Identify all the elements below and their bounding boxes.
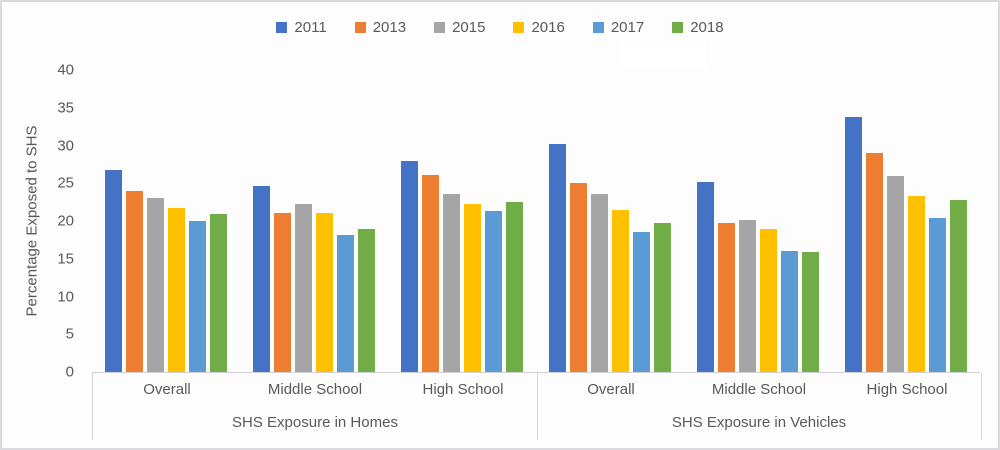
panel: [536, 70, 980, 372]
legend-item-2017: 2017: [592, 19, 645, 36]
bar-2018: [210, 214, 227, 372]
bar-2016: [464, 204, 481, 372]
legend-label: 2016: [531, 19, 565, 36]
bar-2011: [845, 116, 862, 372]
bar-2011: [549, 144, 566, 372]
category-cell: [684, 70, 832, 372]
legend-item-2011: 2011: [276, 19, 327, 36]
bar-2015: [739, 219, 756, 372]
y-axis-title: Percentage Exposed to SHS: [23, 125, 41, 317]
category-label: Overall: [587, 381, 635, 398]
panel: [92, 70, 536, 372]
category-label: Middle School: [711, 381, 807, 398]
legend-swatch-icon: [513, 22, 525, 33]
bar-2011: [401, 160, 418, 372]
bar-2011: [105, 169, 122, 372]
bar-2017: [633, 232, 650, 372]
category-cell: [388, 70, 536, 372]
legend-swatch-icon: [434, 22, 446, 33]
category-label: High School: [866, 381, 948, 398]
category-label-row: Overall Middle School High School Overall Mi…: [93, 373, 981, 405]
legend-item-2013: 2013: [354, 19, 407, 36]
bar-2015: [295, 203, 312, 372]
legend: 2011 2013 2015 2016 2017 2018: [2, 19, 998, 36]
legend-swatch-icon: [354, 22, 366, 33]
bar-2016: [168, 208, 185, 372]
y-tick-label: 5: [65, 325, 74, 343]
legend-swatch-icon: [592, 22, 604, 33]
bar-2018: [654, 222, 671, 372]
category-cell: [240, 70, 388, 372]
bar-2018: [358, 229, 375, 372]
bar-2016: [316, 212, 333, 372]
bar-2013: [422, 174, 439, 372]
bar-2018: [950, 199, 967, 372]
bar-2017: [781, 251, 798, 372]
legend-swatch-icon: [276, 22, 288, 33]
plot-area: [92, 70, 980, 373]
legend-swatch-icon: [672, 22, 684, 33]
bar-2011: [697, 181, 714, 372]
bar-2013: [866, 153, 883, 372]
y-tick-label: 0: [65, 363, 74, 381]
legend-artifact-box: [620, 42, 706, 68]
bar-2015: [591, 193, 608, 372]
bar-2016: [908, 196, 925, 372]
bar-2015: [887, 176, 904, 372]
y-tick-label: 40: [57, 61, 74, 79]
category-axis: Overall Middle School High School Overall Mi…: [92, 373, 982, 440]
legend-item-2018: 2018: [672, 19, 724, 36]
bar-2017: [485, 211, 502, 372]
category-label: Middle School: [267, 381, 363, 398]
category-label: Overall: [143, 381, 191, 398]
category-cell: [92, 70, 240, 372]
bar-2013: [718, 223, 735, 372]
legend-label: 2011: [294, 19, 327, 36]
legend-label: 2015: [452, 19, 486, 36]
legend-item-2015: 2015: [434, 19, 485, 36]
bar-2016: [760, 229, 777, 372]
bar-2015: [147, 198, 164, 372]
legend-label: 2018: [690, 19, 724, 36]
legend-label: 2013: [372, 19, 407, 36]
bar-2011: [253, 185, 270, 372]
bar-2016: [612, 209, 629, 372]
bar-2013: [126, 190, 143, 372]
legend-item-2016: 2016: [513, 19, 565, 36]
bar-2017: [337, 234, 354, 372]
category-label-half: Overall Middle School High School: [93, 373, 537, 405]
group-label: SHS Exposure in Homes: [232, 414, 398, 431]
bar-2017: [929, 217, 946, 372]
bar-2018: [506, 202, 523, 372]
bar-2013: [570, 183, 587, 372]
bar-2017: [189, 221, 206, 372]
category-label-half: Overall Middle School High School: [537, 373, 981, 405]
bar-2013: [274, 213, 291, 372]
category-label: High School: [422, 381, 504, 398]
group-label: SHS Exposure in Vehicles: [671, 414, 847, 431]
y-tick-label: 35: [57, 99, 74, 117]
category-cell: [832, 70, 980, 372]
bar-2018: [802, 251, 819, 372]
group-label-row: SHS Exposure in Homes SHS Exposure in Veh…: [93, 405, 981, 440]
panel-divider-line: [537, 373, 538, 440]
category-cell: [536, 70, 684, 372]
bar-2015: [443, 193, 460, 372]
legend-label: 2017: [610, 19, 645, 36]
